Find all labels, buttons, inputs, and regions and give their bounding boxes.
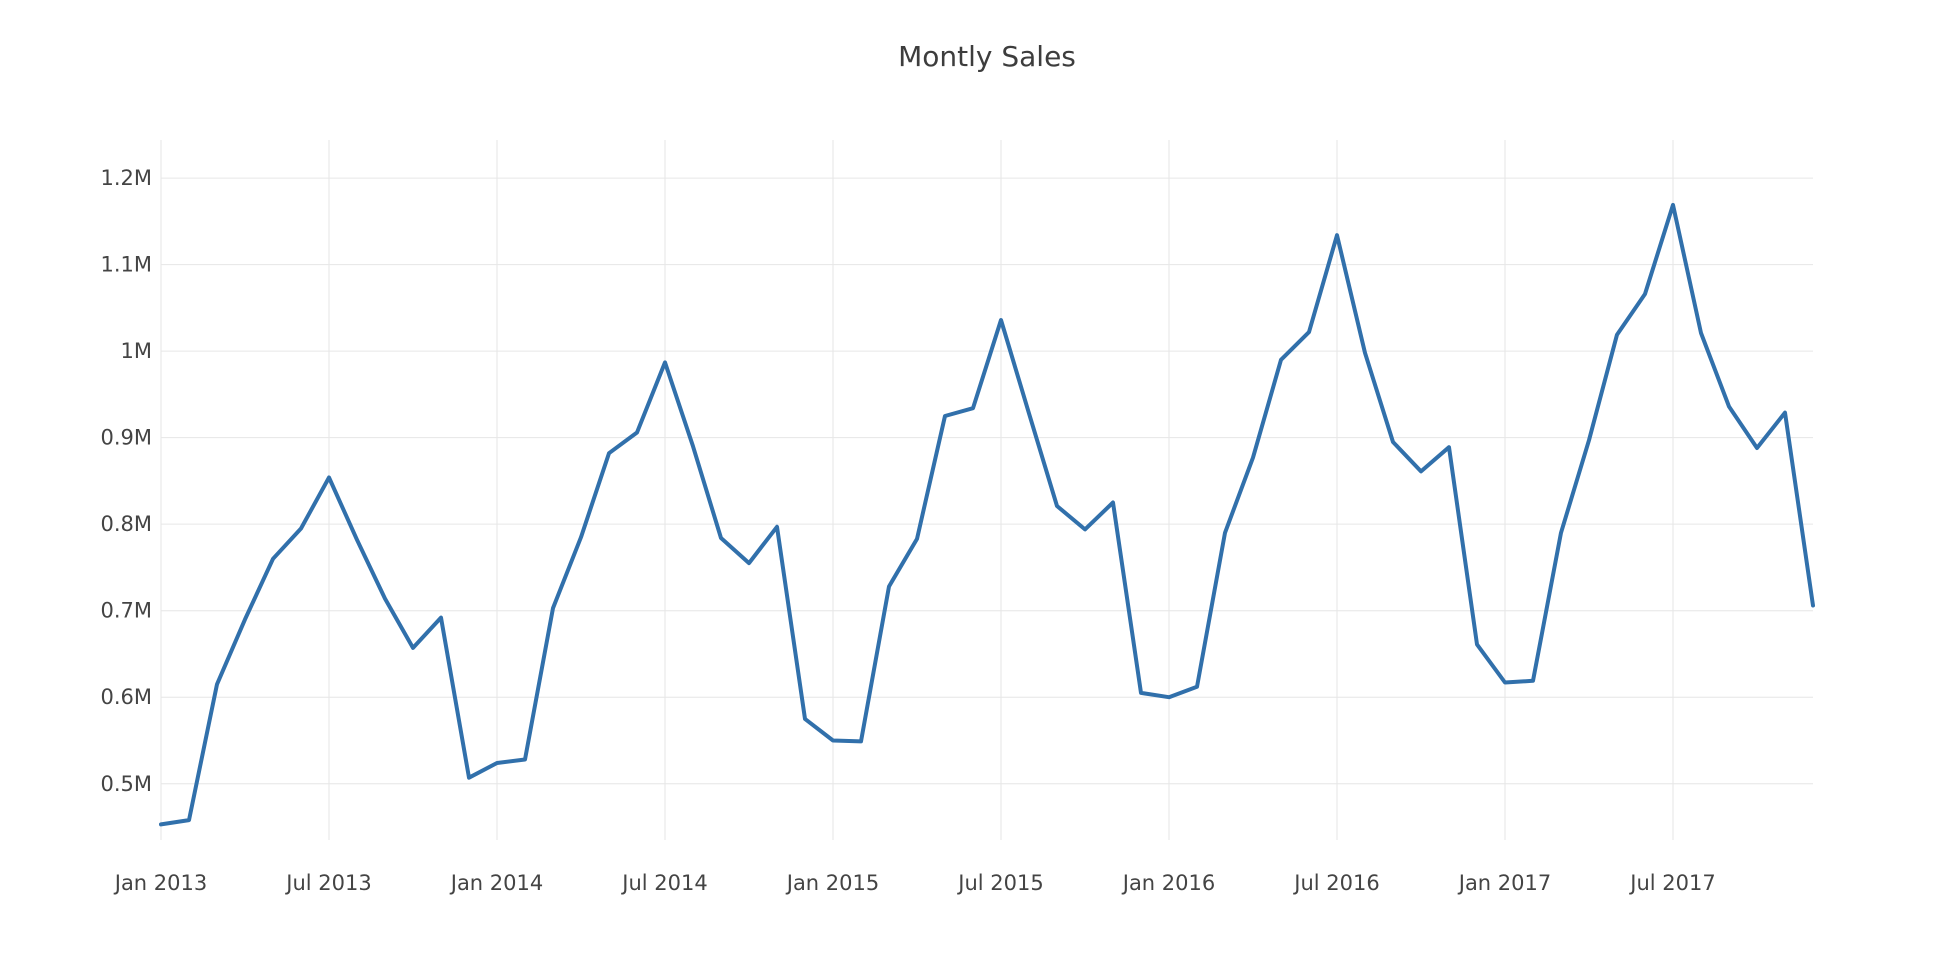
x-tick-label: Jul 2017 xyxy=(1628,871,1715,895)
x-tick-label: Jul 2016 xyxy=(1292,871,1379,895)
x-tick-label: Jul 2015 xyxy=(956,871,1043,895)
sales-series-line[interactable] xyxy=(159,202,1815,827)
x-tick-label: Jul 2014 xyxy=(620,871,707,895)
y-tick-label: 1M xyxy=(121,339,152,363)
y-axis-tick-labels: 0.5M 0.6M 0.7M 0.8M 0.9M 1M 1.1M 1.2M xyxy=(100,166,152,796)
y-tick-label: 0.9M xyxy=(100,426,152,450)
y-tick-label: 0.5M xyxy=(100,772,152,796)
x-tick-label: Jan 2013 xyxy=(113,871,208,895)
gridlines xyxy=(160,140,1813,840)
x-tick-label: Jan 2014 xyxy=(449,871,544,895)
chart-title: Montly Sales xyxy=(898,40,1076,73)
x-axis-tick-labels: Jan 2013 Jul 2013 Jan 2014 Jul 2014 Jan 2015… xyxy=(113,871,1716,895)
y-tick-label: 1.1M xyxy=(100,253,152,277)
y-tick-label: 0.6M xyxy=(100,685,152,709)
y-tick-label: 0.8M xyxy=(100,512,152,536)
x-tick-label: Jul 2013 xyxy=(284,871,371,895)
x-tick-label: Jan 2016 xyxy=(1121,871,1216,895)
y-tick-label: 1.2M xyxy=(100,166,152,190)
x-tick-label: Jan 2017 xyxy=(1457,871,1552,895)
y-tick-label: 0.7M xyxy=(100,599,152,623)
x-tick-label: Jan 2015 xyxy=(785,871,880,895)
